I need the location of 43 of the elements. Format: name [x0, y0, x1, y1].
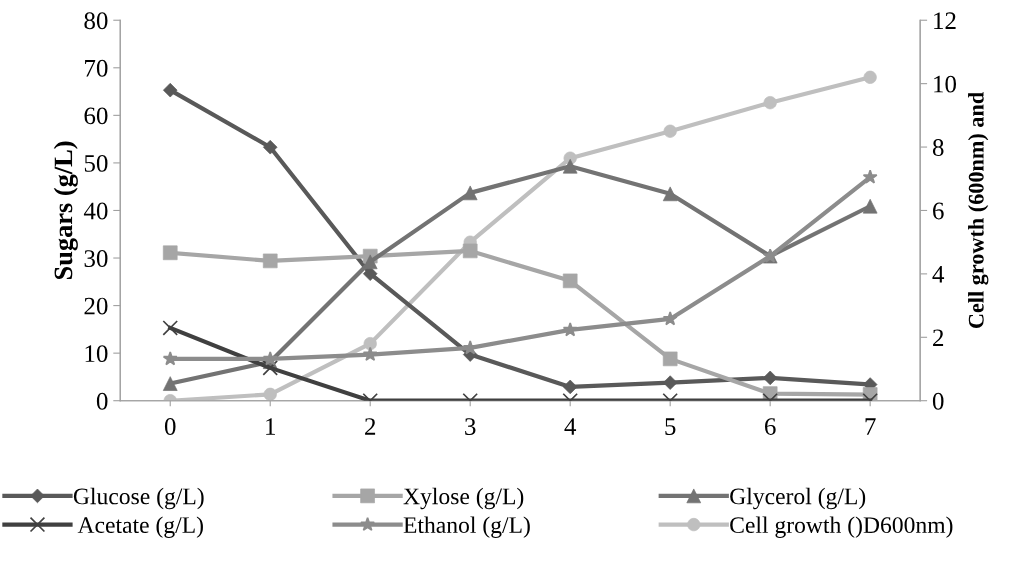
point [162, 245, 178, 261]
x-tick-label: 5 [665, 418, 676, 435]
point [662, 351, 678, 367]
y-tick-label: 20 [84, 297, 108, 315]
y-tick-label: 50 [84, 154, 108, 172]
point [862, 169, 878, 184]
point [162, 376, 178, 391]
x-tick-label: 3 [465, 418, 476, 435]
legend-label: Cell growth ()D600nm) [730, 516, 953, 538]
legend-label: Glucose (g/L) [73, 487, 204, 510]
y-tick-label: 70 [85, 59, 108, 77]
x-tick-label: 1 [266, 418, 275, 435]
y2-tick-label: 12 [934, 12, 956, 29]
x-tick-label: 2 [365, 418, 376, 435]
point [262, 360, 279, 376]
point [662, 311, 678, 326]
y-tick-label: 0 [96, 392, 108, 410]
y-axis-title: Sugars (g/L) [53, 141, 78, 280]
y2-tick-label: 6 [933, 202, 944, 220]
x-tick-label: 7 [865, 418, 876, 435]
x-tick-label: 6 [765, 418, 776, 435]
y-tick-label: 80 [84, 12, 108, 30]
x-tick-label: 0 [164, 418, 176, 435]
legend-label: Xylose (g/L) [403, 487, 524, 510]
y-tick-label: 60 [84, 107, 108, 125]
y2-axis-title: Cell growth (600nm) and [968, 92, 989, 329]
legend-label: Acetate (g/L) [77, 516, 203, 538]
y-tick-label: 40 [83, 202, 108, 220]
point [562, 322, 578, 337]
x-tick-label: 4 [564, 418, 577, 435]
point [162, 351, 178, 366]
y2-tick-label: 10 [934, 75, 957, 93]
legend-label: Glycerol (g/L) [730, 487, 866, 510]
point [462, 243, 478, 259]
point [362, 346, 378, 362]
y-tick-label: 10 [85, 345, 108, 363]
point [162, 320, 179, 336]
y2-tick-label: 4 [932, 266, 945, 283]
legend-label: Ethanol (g/L) [403, 516, 530, 538]
y2-tick-label: 8 [932, 139, 944, 156]
y-tick-label: 30 [84, 250, 108, 267]
y2-tick-label: 0 [932, 392, 944, 410]
y2-tick-label: 2 [933, 329, 944, 346]
